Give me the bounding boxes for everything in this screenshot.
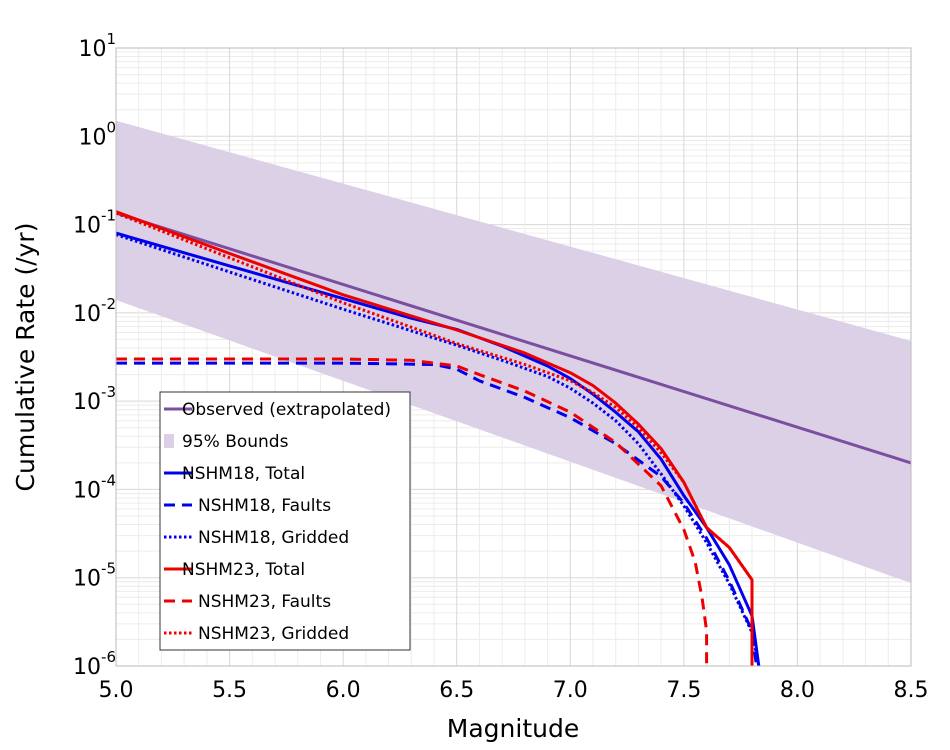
x-axis-label: Magnitude (447, 714, 579, 743)
y-tick-label: 100 (78, 118, 116, 150)
series-line (116, 210, 754, 666)
legend-label: NSHM18, Total (182, 464, 305, 484)
y-tick-label: 101 (78, 30, 116, 62)
x-tick-label: 5.5 (212, 678, 247, 703)
legend-label: NSHM23, Gridded (198, 624, 349, 644)
legend: Observed (extrapolated) 95% Bounds NSHM18,… (159, 391, 411, 651)
x-tick-label: 7.5 (666, 678, 701, 703)
plot-frame (115, 47, 912, 667)
x-tick-label: 8.5 (894, 678, 929, 703)
series-line (116, 357, 709, 666)
legend-label: NSHM18, Gridded (198, 528, 349, 548)
y-tick-label: 10-2 (73, 295, 116, 327)
series-line (116, 361, 758, 666)
legend-label: 95% Bounds (182, 432, 289, 452)
legend-label: NSHM23, Faults (198, 592, 331, 612)
x-tick-label: 5.0 (99, 678, 134, 703)
legend-box (159, 391, 411, 651)
series-line (116, 211, 754, 666)
legend-swatch (164, 434, 174, 448)
y-axis-label: Cumulative Rate (/yr) (11, 223, 40, 492)
legend-label: NSHM23, Total (182, 560, 305, 580)
x-tick-label: 7.0 (553, 678, 588, 703)
y-tick-label: 10-4 (73, 471, 116, 503)
series-line (116, 233, 761, 666)
x-tick-label: 6.5 (439, 678, 474, 703)
legend-label: Observed (extrapolated) (182, 400, 391, 420)
y-tick-label: 10-3 (73, 383, 116, 415)
x-tick-label: 6.0 (326, 678, 361, 703)
y-tick-label: 10-5 (73, 560, 116, 592)
y-tick-labels: 101 100 10-1 10-2 10-3 10-4 10-5 10-6 (73, 30, 116, 680)
y-tick-label: 10-6 (73, 648, 116, 680)
x-tick-labels: 5.0 5.5 6.0 6.5 7.0 7.5 8.0 8.5 (99, 678, 929, 703)
x-tick-label: 8.0 (780, 678, 815, 703)
series-lines (116, 210, 911, 666)
series-line (116, 211, 911, 465)
legend-label: NSHM18, Faults (198, 496, 331, 516)
y-tick-label: 10-1 (73, 207, 116, 239)
